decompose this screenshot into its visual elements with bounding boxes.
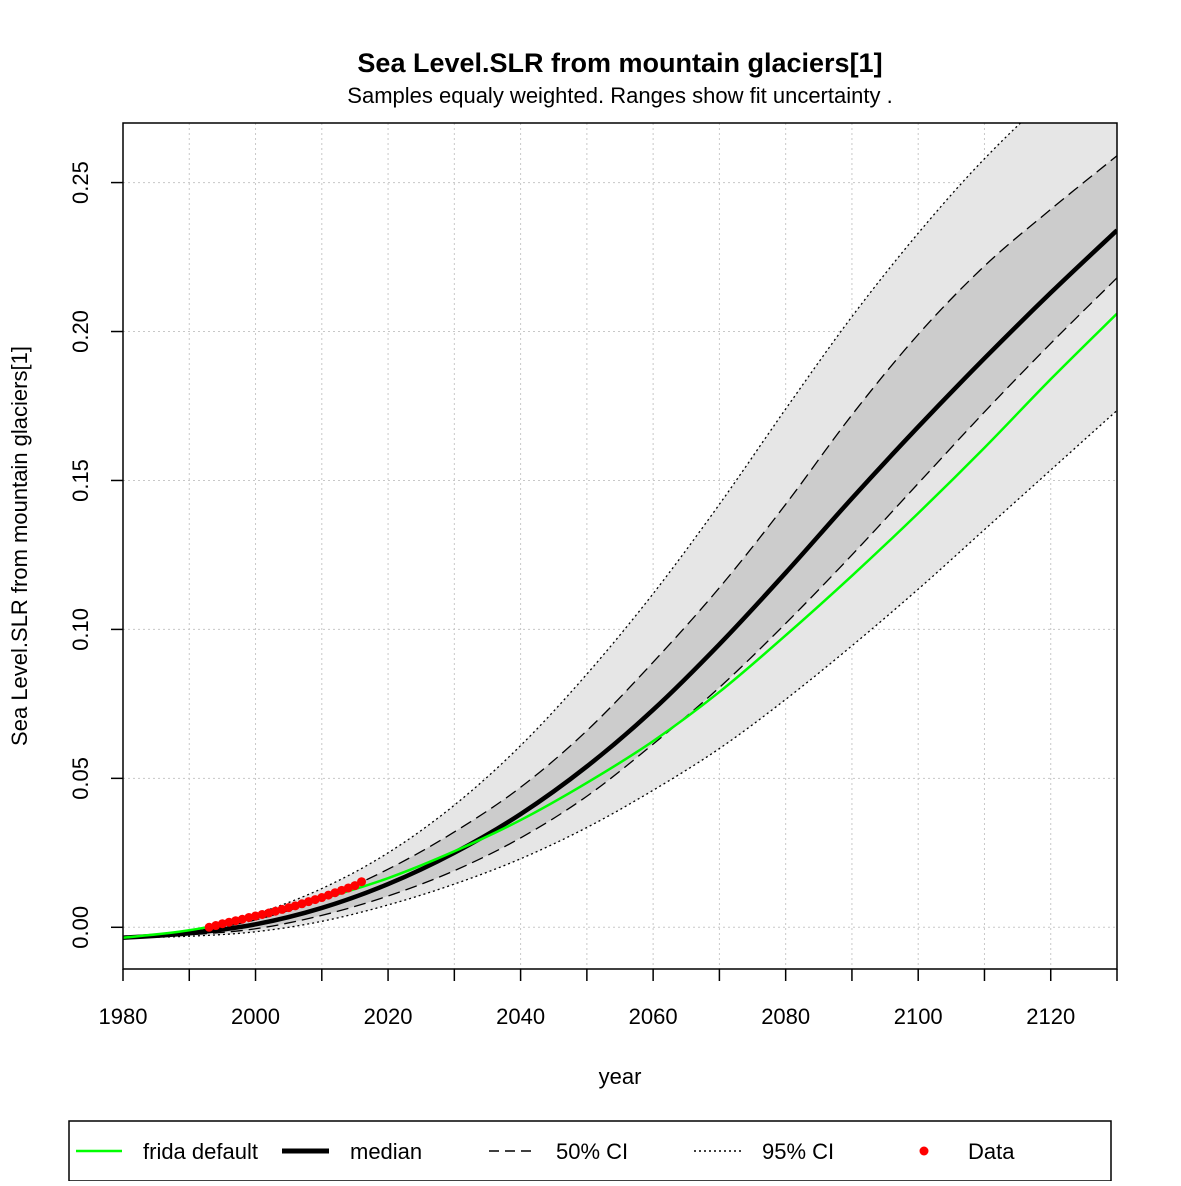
x-axis: 1980 2000 2020 2040 2060 2080 2100 2120 (99, 969, 1118, 1029)
x-tick-label: 1980 (99, 1004, 148, 1029)
y-tick-label: 0.25 (68, 161, 93, 204)
x-tick-label: 2040 (496, 1004, 545, 1029)
x-tick-label: 2120 (1026, 1004, 1075, 1029)
line-50ci-lower (123, 277, 1117, 939)
y-tick-label: 0.10 (68, 608, 93, 651)
data-point (350, 881, 360, 891)
grid (123, 123, 1117, 969)
y-tick-label: 0.00 (68, 906, 93, 949)
x-tick-label: 2000 (231, 1004, 280, 1029)
legend-50ci-label: 50% CI (556, 1139, 628, 1164)
y-axis: 0.00 0.05 0.10 0.15 0.20 0.25 (68, 161, 123, 949)
y-tick-label: 0.05 (68, 757, 93, 800)
x-tick-label: 2080 (761, 1004, 810, 1029)
y-tick-label: 0.20 (68, 310, 93, 353)
legend-frida-label: frida default (143, 1139, 258, 1164)
data-points (204, 877, 367, 932)
x-axis-label: year (599, 1064, 642, 1089)
legend-data-swatch (919, 1146, 929, 1156)
bands (123, 123, 1117, 938)
y-axis-label: Sea Level.SLR from mountain glaciers[1] (7, 346, 32, 746)
y-tick-label: 0.15 (68, 459, 93, 502)
line-median (123, 228, 1117, 940)
chart-title: Sea Level.SLR from mountain glaciers[1] (357, 48, 882, 78)
x-tick-label: 2060 (629, 1004, 678, 1029)
legend-95ci-label: 95% CI (762, 1139, 834, 1164)
plot-frame (122, 122, 1118, 970)
band-95ci (123, 123, 1117, 938)
legend-data-label: Data (968, 1139, 1015, 1164)
data-point (357, 877, 367, 887)
line-95ci-lower (123, 409, 1117, 939)
legend: frida default median 50% CI 95% CI Data (68, 1120, 1112, 1182)
x-tick-label: 2020 (364, 1004, 413, 1029)
line-95ci-upper (123, 123, 1022, 939)
chart-subtitle: Samples equaly weighted. Ranges show fit… (347, 83, 892, 108)
legend-median-label: median (350, 1139, 422, 1164)
x-tick-label: 2100 (894, 1004, 943, 1029)
